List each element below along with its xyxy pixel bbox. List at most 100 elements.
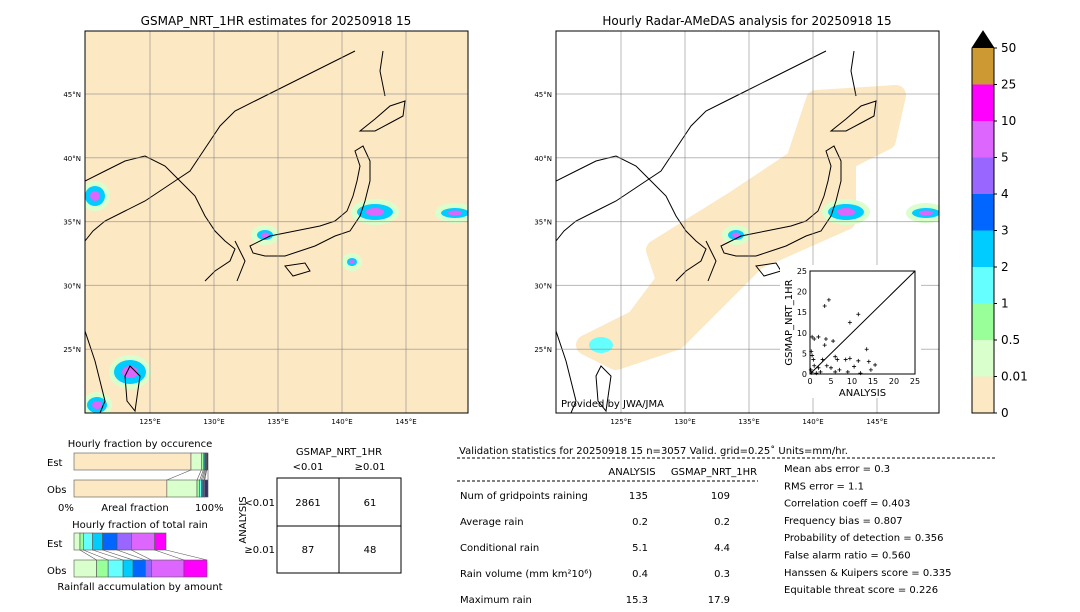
lat-tick: 30°N xyxy=(63,282,81,290)
stat-analysis-value: 0.2 xyxy=(632,517,648,528)
bar-segment xyxy=(183,559,208,578)
colorbar-label: 0.5 xyxy=(1001,333,1020,347)
lat-tick: 45°N xyxy=(534,91,552,99)
scatter-ylabel: GSMAP_NRT_1HR xyxy=(784,279,795,365)
stat-analysis-value: 5.1 xyxy=(632,543,648,554)
colorbar-segment xyxy=(972,194,994,231)
lon-tick: 135°E xyxy=(267,418,288,426)
contingency-row-1: ≥0.01 xyxy=(244,545,275,556)
bar-segment xyxy=(73,452,192,471)
bar-segment xyxy=(107,559,124,578)
colorbar-label: 0 xyxy=(1001,406,1009,420)
stat-analysis-value: 15.3 xyxy=(626,595,648,606)
contingency-col-1: ≥0.01 xyxy=(355,462,386,473)
colorbar-segment xyxy=(972,376,994,413)
scatter-point xyxy=(808,367,813,372)
bar-segment xyxy=(154,532,167,551)
score-line: RMS error = 1.1 xyxy=(784,481,864,492)
lon-tick: 130°E xyxy=(674,418,695,426)
scatter-point xyxy=(831,339,836,344)
bar-segment xyxy=(122,559,134,578)
scatter-point xyxy=(822,304,827,309)
bar-segment xyxy=(166,479,198,498)
lon-tick: 140°E xyxy=(331,418,352,426)
scatter-y-tick: 20 xyxy=(797,288,807,297)
score-line: Frequency bias = 0.807 xyxy=(784,516,903,527)
lat-tick: 25°N xyxy=(534,346,552,354)
colorbar-extend-arrow xyxy=(972,31,994,48)
colorbar-label: 4 xyxy=(1001,187,1009,201)
bar-segment xyxy=(96,559,109,578)
stats-header: Validation statistics for 20250918 15 n=… xyxy=(459,445,848,457)
scatter-point xyxy=(835,357,840,362)
stats-col-gsmap: GSMAP_NRT_1HR xyxy=(671,467,757,478)
bar-segment xyxy=(92,532,103,551)
lon-tick: 140°E xyxy=(802,418,823,426)
scatter-point xyxy=(823,336,828,341)
scatter-x-tick: 15 xyxy=(868,377,878,386)
lat-tick: 40°N xyxy=(534,155,552,163)
scatter-x-tick: 25 xyxy=(910,377,920,386)
stat-row-label: Average rain xyxy=(460,517,524,528)
cell-false-alarm: 61 xyxy=(364,498,377,509)
bar-segment xyxy=(190,452,202,471)
stats-col-analysis: ANALYSIS xyxy=(608,467,655,478)
stat-analysis-value: 135 xyxy=(629,491,648,502)
colorbar-label: 50 xyxy=(1001,41,1016,55)
scatter-point xyxy=(812,363,817,368)
bar-segment xyxy=(206,452,209,471)
scatter-point xyxy=(810,353,815,358)
occ-x-tick-100: 100% xyxy=(195,503,224,514)
colorbar-segment xyxy=(972,121,994,158)
rainfrac-xlabel: Rainfall accumulation by amount xyxy=(57,582,222,593)
scatter-point xyxy=(818,369,823,374)
scatter-point xyxy=(814,371,819,376)
scatter-point xyxy=(847,320,852,325)
occ-x-tick-0: 0% xyxy=(58,503,74,514)
scatter-point xyxy=(809,349,814,354)
score-line: Probability of detection = 0.356 xyxy=(784,533,943,544)
occ-est-label: Est xyxy=(47,458,63,469)
scatter-point xyxy=(822,343,827,348)
scatter-point xyxy=(837,367,842,372)
rain-obs-label: Obs xyxy=(47,566,66,577)
scatter-x-tick: 20 xyxy=(889,377,899,386)
bar-segment xyxy=(196,479,200,498)
stat-row-label: Conditional rain xyxy=(460,543,539,554)
colorbar-segment xyxy=(972,267,994,304)
rain-est-label: Est xyxy=(47,539,63,550)
bar-segment xyxy=(145,559,152,578)
scatter-point xyxy=(816,334,821,339)
colorbar-label: 1 xyxy=(1001,297,1009,311)
scatter-xlabel: ANALYSIS xyxy=(839,388,886,399)
scatter-point xyxy=(810,334,815,339)
lat-tick: 40°N xyxy=(63,155,81,163)
scatter-point xyxy=(816,365,821,370)
bar-segment xyxy=(151,559,185,578)
stat-gsmap-value: 0.3 xyxy=(714,569,730,580)
occurrence-title: Hourly fraction by occurence xyxy=(68,439,212,450)
scatter-point xyxy=(843,357,848,362)
rainfrac-title: Hourly fraction of total rain xyxy=(72,520,208,531)
scatter-point xyxy=(847,356,852,361)
stat-row-label: Maximum rain xyxy=(460,595,532,606)
lat-tick: 25°N xyxy=(63,346,81,354)
scatter-point xyxy=(820,357,825,362)
colorbar-label: 2 xyxy=(1001,260,1009,274)
colorbar-segment xyxy=(972,157,994,194)
lon-tick: 145°E xyxy=(866,418,887,426)
lon-tick: 145°E xyxy=(395,418,416,426)
right_map-title: Hourly Radar-AMeDAS analysis for 2025091… xyxy=(602,14,891,28)
contingency-row-axis: ANALYSIS xyxy=(238,496,249,543)
scatter-point xyxy=(868,367,873,372)
scatter-point xyxy=(873,362,878,367)
scatter-inset: 00 5 5 10 10 15 15 20 20 25 25 ANALYSIS GSMAP_NRT_1H… xyxy=(780,265,921,399)
stat-row-label: Num of gridpoints raining xyxy=(460,491,588,502)
bar-segment xyxy=(79,532,84,551)
colorbar-segment xyxy=(972,48,994,85)
scatter-y-tick: 25 xyxy=(797,267,807,276)
lon-tick: 130°E xyxy=(203,418,224,426)
stat-gsmap-value: 17.9 xyxy=(708,595,730,606)
contingency-row-0: <0.01 xyxy=(244,498,275,509)
